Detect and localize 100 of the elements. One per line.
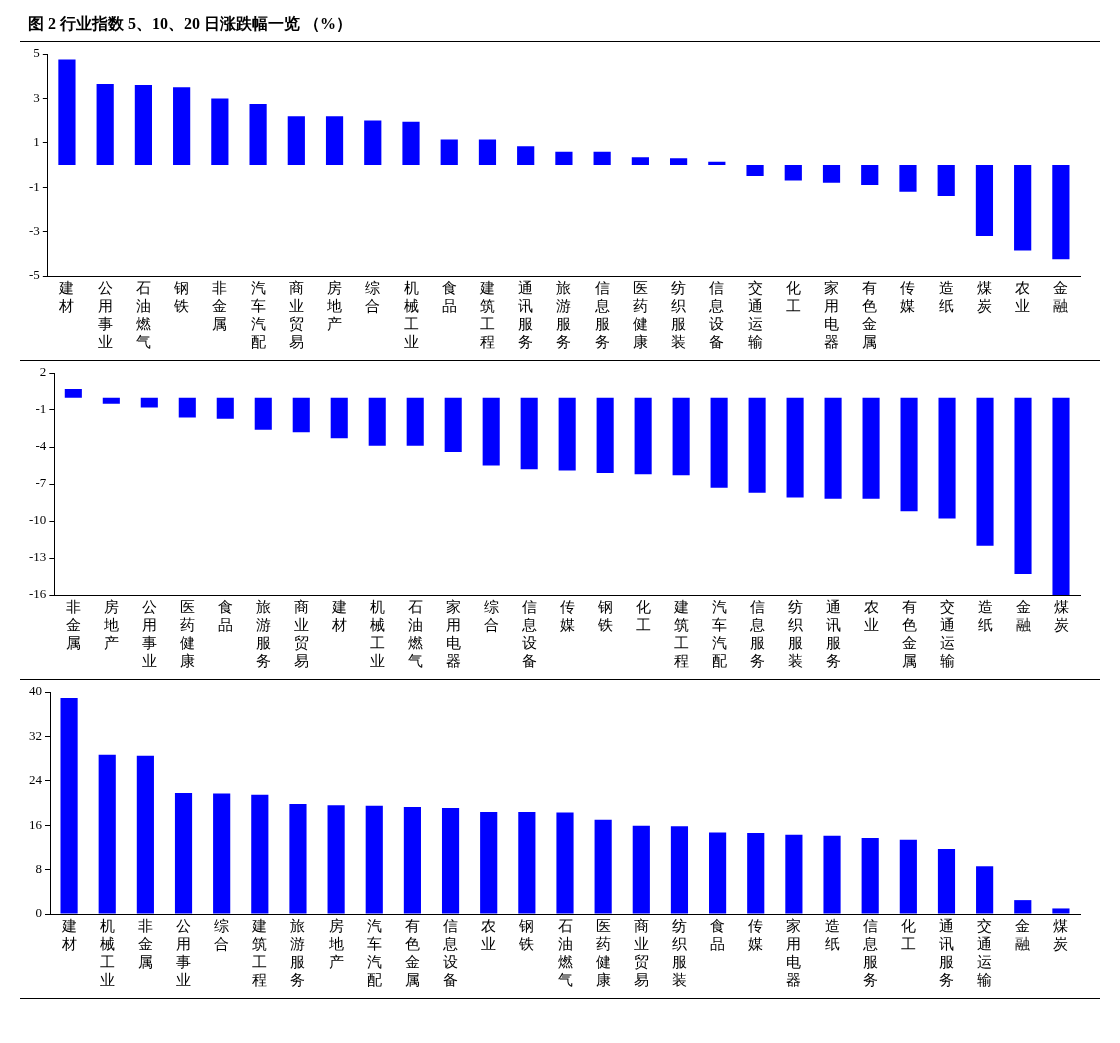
x-tick-label: 医药健康 bbox=[632, 279, 648, 350]
x-tick-label: 有色金属 bbox=[901, 598, 917, 669]
x-tick-label: 化工 bbox=[900, 917, 916, 952]
bar bbox=[174, 793, 193, 914]
bar bbox=[670, 826, 689, 914]
bar bbox=[899, 165, 917, 192]
x-tick-label: 纺织服装 bbox=[787, 598, 803, 669]
y-tick-label: -16 bbox=[28, 586, 47, 602]
bar bbox=[555, 151, 573, 165]
bar bbox=[1014, 900, 1032, 914]
bar bbox=[289, 804, 307, 914]
x-tick-label: 传媒 bbox=[900, 279, 916, 314]
bar bbox=[327, 805, 345, 914]
x-tick-label: 建材 bbox=[60, 917, 77, 952]
x-tick-label: 房地产 bbox=[102, 598, 119, 651]
bar bbox=[1014, 165, 1032, 251]
x-tick-label: 非金属 bbox=[65, 598, 81, 651]
x-tick-label: 综合 bbox=[483, 598, 499, 633]
x-tick-label: 煤炭 bbox=[976, 279, 992, 314]
x-tick-label: 建筑工程 bbox=[478, 279, 495, 350]
x-tick-label: 信息设备 bbox=[708, 279, 725, 350]
bar bbox=[365, 805, 383, 914]
x-tick-label: 传媒 bbox=[559, 598, 575, 633]
x-tick-label: 房地产 bbox=[326, 279, 343, 332]
bar bbox=[670, 158, 688, 165]
x-tick-label: 综合 bbox=[214, 917, 230, 952]
bar bbox=[976, 866, 994, 914]
bar bbox=[861, 837, 879, 914]
x-tick-label: 非金属 bbox=[137, 917, 153, 970]
bar bbox=[937, 165, 955, 197]
x-tick-label: 食品 bbox=[710, 917, 726, 952]
x-tick-label: 非金属 bbox=[212, 279, 228, 332]
x-tick-label: 汽车汽配 bbox=[250, 279, 266, 350]
x-tick-label: 通讯服务 bbox=[938, 917, 954, 988]
bar bbox=[60, 698, 78, 914]
bar bbox=[823, 835, 841, 914]
bar bbox=[249, 103, 267, 165]
bar bbox=[134, 85, 152, 165]
bar bbox=[975, 165, 994, 237]
bar bbox=[631, 157, 649, 165]
y-tick-label: 16 bbox=[29, 816, 43, 832]
x-tick-label: 石油燃气 bbox=[407, 598, 423, 669]
x-tick-label: 信息服务 bbox=[748, 598, 765, 669]
bar bbox=[136, 755, 154, 914]
x-tick-label: 建筑工程 bbox=[251, 917, 268, 988]
bar bbox=[822, 165, 841, 183]
bar bbox=[1052, 165, 1070, 260]
y-tick-label: -4 bbox=[35, 438, 47, 454]
bar bbox=[861, 165, 879, 185]
y-tick-label: 32 bbox=[29, 727, 42, 743]
bar bbox=[937, 849, 956, 914]
x-tick-label: 造纸 bbox=[977, 598, 993, 633]
x-tick-label: 农业 bbox=[863, 598, 879, 633]
bar bbox=[325, 116, 344, 165]
x-tick-label: 商业贸易 bbox=[293, 598, 309, 669]
bar bbox=[556, 812, 574, 914]
y-tick-label: -10 bbox=[28, 512, 47, 528]
x-tick-label: 家用电器 bbox=[445, 598, 461, 669]
x-tick-label: 交通运输 bbox=[977, 917, 993, 988]
x-tick-label: 石油燃气 bbox=[557, 917, 573, 988]
x-tick-label: 交通运输 bbox=[747, 279, 763, 350]
x-tick-label: 建材 bbox=[330, 598, 347, 633]
x-tick-label: 化工 bbox=[785, 279, 801, 314]
bar bbox=[518, 811, 536, 914]
y-tick-label: 2 bbox=[39, 364, 47, 380]
bar bbox=[403, 806, 421, 914]
bar bbox=[746, 165, 764, 177]
bar bbox=[211, 98, 229, 165]
y-tick-label: -13 bbox=[28, 549, 47, 565]
x-tick-label: 食品 bbox=[217, 598, 233, 633]
x-tick-label: 信息设备 bbox=[442, 917, 459, 988]
bar bbox=[1052, 908, 1070, 914]
x-tick-label: 机械工业 bbox=[99, 917, 115, 988]
bar bbox=[632, 825, 650, 914]
y-tick-label: 40 bbox=[29, 683, 42, 699]
y-tick-label: -1 bbox=[28, 178, 40, 194]
bar bbox=[287, 116, 305, 165]
bar bbox=[58, 59, 76, 165]
x-tick-label: 旅游服务 bbox=[290, 917, 306, 988]
x-tick-label: 石油燃气 bbox=[135, 279, 151, 350]
y-tick-label: 0 bbox=[35, 905, 42, 921]
x-tick-label: 综合 bbox=[365, 279, 381, 314]
y-tick-label: 1 bbox=[33, 134, 40, 150]
chart-title: 图 2 行业指数 5、10、20 日涨跌幅一览 （%） bbox=[20, 6, 1100, 42]
x-tick-label: 金融 bbox=[1015, 917, 1031, 952]
x-tick-label: 家用电器 bbox=[786, 917, 802, 988]
bar bbox=[480, 811, 498, 914]
x-tick-label: 煤炭 bbox=[1053, 598, 1069, 633]
x-tick-label: 公用事业 bbox=[176, 917, 192, 988]
bar bbox=[593, 151, 611, 165]
bar bbox=[747, 832, 765, 914]
bar bbox=[785, 834, 803, 914]
x-tick-label: 交通运输 bbox=[939, 598, 955, 669]
x-tick-label: 农业 bbox=[1015, 279, 1031, 314]
x-tick-label: 造纸 bbox=[938, 279, 954, 314]
x-tick-label: 化工 bbox=[635, 598, 651, 633]
x-tick-label: 钢铁 bbox=[173, 279, 190, 314]
bar bbox=[402, 121, 420, 165]
y-tick-label: -1 bbox=[35, 401, 47, 417]
x-tick-label: 金融 bbox=[1053, 279, 1069, 314]
